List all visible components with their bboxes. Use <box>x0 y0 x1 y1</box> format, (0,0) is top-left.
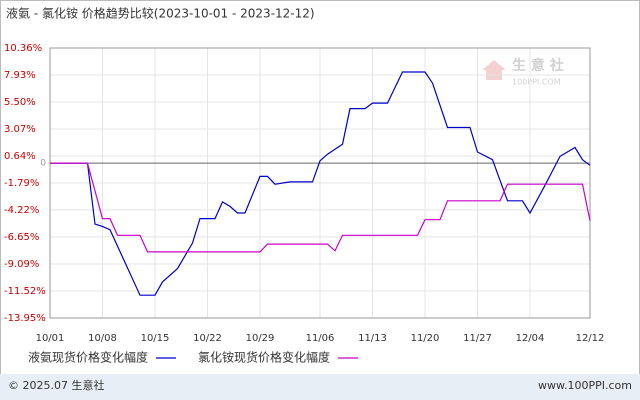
x-tick-label: 12/04 <box>516 333 545 344</box>
footer-bar <box>0 374 640 400</box>
watermark-name: 生 意 社 <box>512 57 564 74</box>
series-line <box>50 162 591 253</box>
watermark-site: 100PPI.COM <box>512 78 561 87</box>
chart-title: 液氨 - 氯化铵 价格趋势比较(2023-10-01 - 2023-12-12) <box>6 6 315 21</box>
y-tick-label: -1.79% <box>4 178 39 189</box>
legend-label: 氯化铵现货价格变化幅度 <box>198 350 330 365</box>
y-tick-label: -11.52% <box>4 286 46 297</box>
x-tick-label: 10/01 <box>36 333 65 344</box>
x-tick-label: 10/08 <box>88 333 117 344</box>
y-tick-label: -6.65% <box>4 232 39 243</box>
y-tick-label: 7.93% <box>4 70 36 81</box>
x-tick-label: 11/13 <box>358 333 387 344</box>
x-tick-label: 10/29 <box>246 333 275 344</box>
y-tick-label: 5.50% <box>4 97 36 108</box>
y-tick-label: 3.07% <box>4 124 36 135</box>
x-tick-label: 10/15 <box>141 333 170 344</box>
x-tick-label: 11/27 <box>463 333 492 344</box>
y-tick-label: -13.95% <box>4 313 46 324</box>
x-tick-label: 12/12 <box>576 333 605 344</box>
footer-copyright: © 2025.07 生意社 <box>8 378 104 392</box>
plot-frame <box>49 47 591 319</box>
y-tick-label: -9.09% <box>4 259 39 270</box>
zero-label: 0 <box>40 159 46 169</box>
y-tick-label: 10.36% <box>4 43 42 54</box>
x-tick-label: 11/06 <box>306 333 335 344</box>
footer-site: www.100PPI.com <box>538 379 632 392</box>
x-tick-label: 10/22 <box>193 333 222 344</box>
y-tick-label: -4.22% <box>4 205 39 216</box>
series-line <box>50 71 591 296</box>
legend-label: 液氨现货价格变化幅度 <box>28 350 148 365</box>
x-tick-label: 11/20 <box>411 333 440 344</box>
y-tick-label: 0.64% <box>4 151 36 162</box>
